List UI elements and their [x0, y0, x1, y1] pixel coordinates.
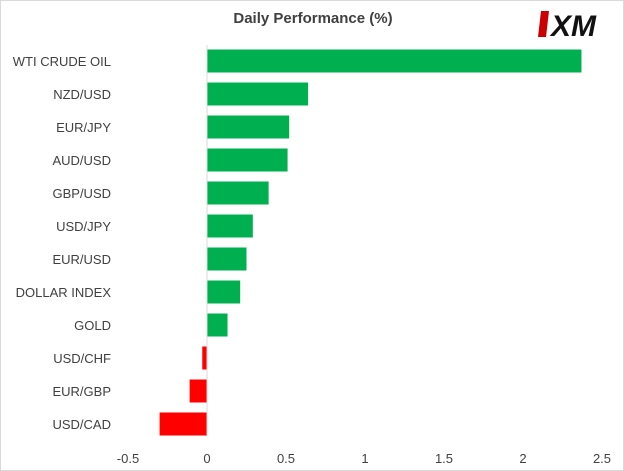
xm-logo-icon: XM: [538, 10, 597, 43]
category-label: EUR/JPY: [56, 120, 111, 135]
svg-text:XM: XM: [549, 10, 597, 41]
category-label: AUD/USD: [52, 153, 111, 168]
bar-usd-chf: [202, 346, 207, 370]
category-label: EUR/USD: [52, 252, 111, 267]
xm-logo: XM: [537, 7, 617, 46]
bar-nzd-usd: [207, 82, 309, 106]
category-label: USD/JPY: [56, 219, 111, 234]
x-tick-label: 0.5: [277, 451, 295, 466]
x-tick-label: 2: [519, 451, 526, 466]
bar-gbp-usd: [207, 181, 269, 205]
x-tick-label: 0: [203, 451, 210, 466]
bar-wti-crude-oil: [207, 49, 582, 73]
category-label: EUR/GBP: [52, 384, 111, 399]
bar-eur-jpy: [207, 115, 290, 139]
category-label: GOLD: [74, 318, 111, 333]
x-tick-label: -0.5: [117, 451, 139, 466]
category-label: DOLLAR INDEX: [16, 285, 112, 300]
bar-usd-jpy: [207, 214, 253, 238]
bar-eur-usd: [207, 247, 247, 271]
chart-title: Daily Performance (%): [233, 10, 393, 27]
x-tick-label: 1: [361, 451, 368, 466]
bar-eur-gbp: [189, 379, 207, 403]
category-label: USD/CAD: [52, 417, 111, 432]
bar-usd-cad: [159, 412, 207, 436]
category-label: USD/CHF: [53, 351, 111, 366]
bar-aud-usd: [207, 148, 288, 172]
x-tick-label: 1.5: [435, 451, 453, 466]
category-label: GBP/USD: [52, 186, 111, 201]
x-tick-label: 2.5: [593, 451, 611, 466]
bar-dollar-index: [207, 280, 241, 304]
bar-gold: [207, 313, 228, 337]
category-label: WTI CRUDE OIL: [13, 54, 111, 69]
category-label: NZD/USD: [53, 87, 111, 102]
